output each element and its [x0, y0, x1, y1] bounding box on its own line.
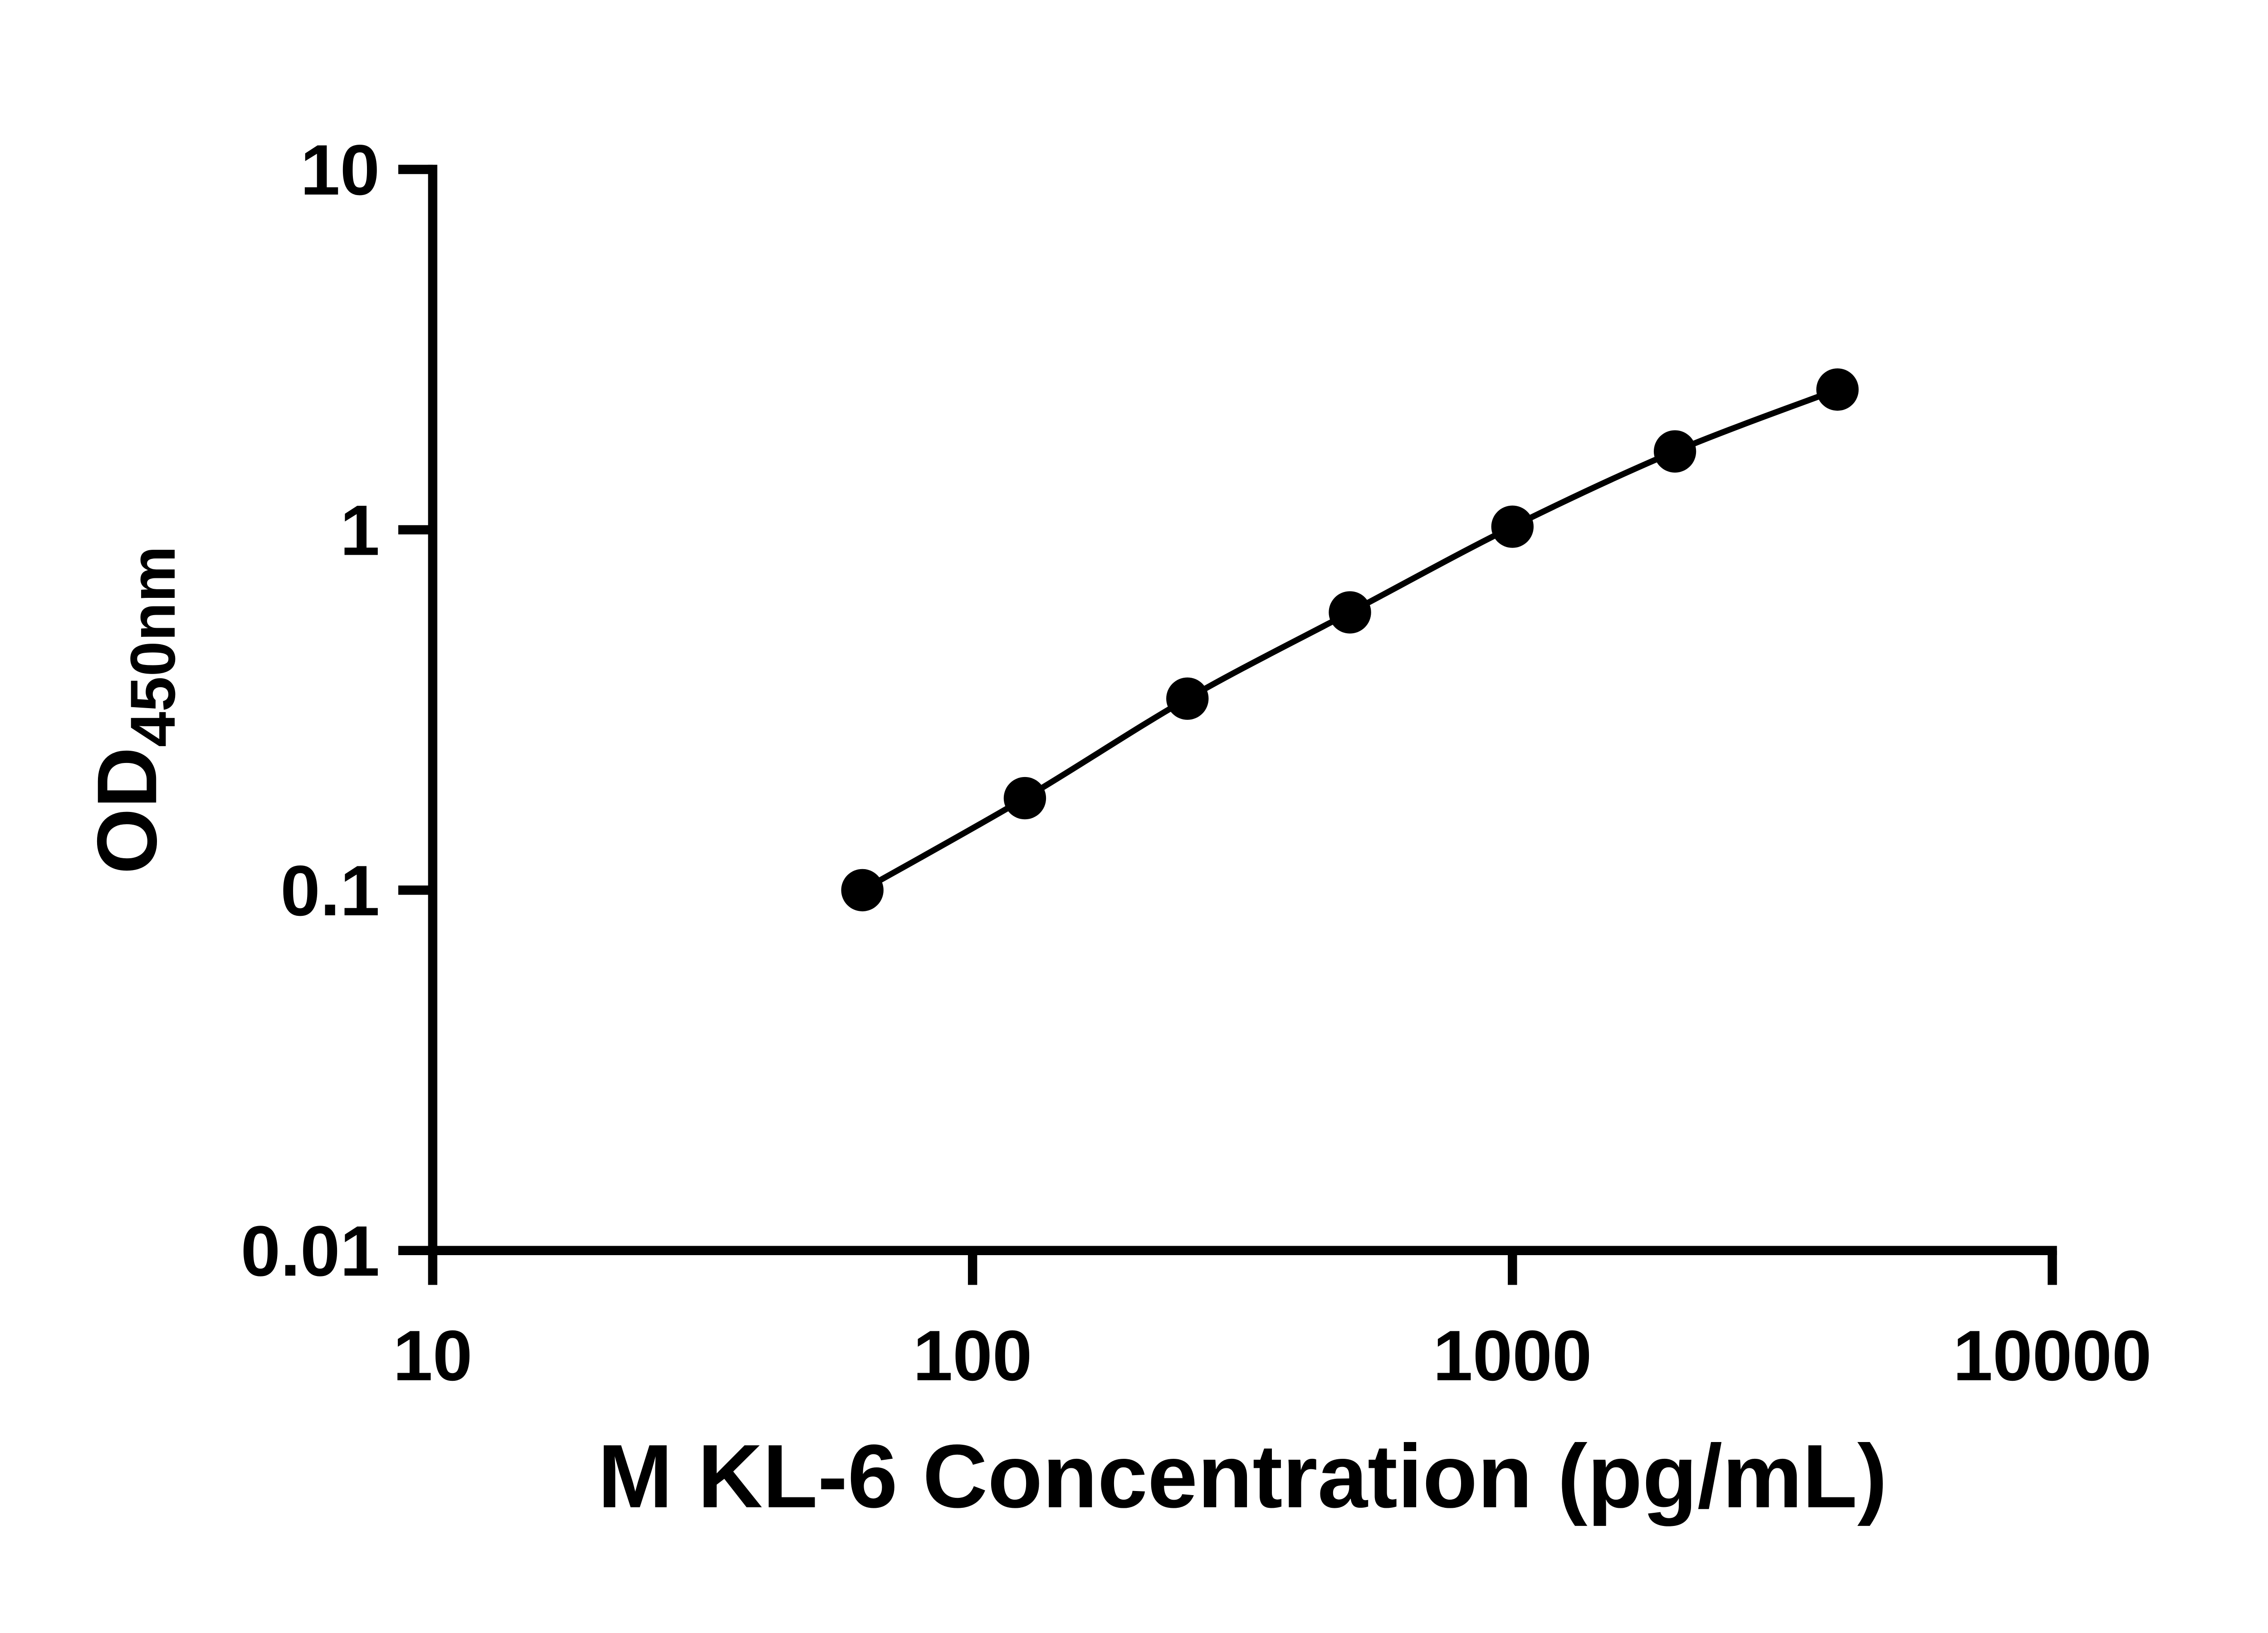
y-tick-label: 10	[300, 130, 380, 210]
y-axis-title-subscript: 450nm	[117, 546, 188, 747]
data-point	[1166, 677, 1209, 720]
y-axis-title-main: OD	[79, 747, 174, 874]
chart-background	[0, 22, 2268, 1611]
y-tick-label: 0.1	[280, 851, 380, 931]
x-axis-title: M KL-6 Concentration (pg/mL)	[598, 1426, 1887, 1527]
data-point	[1816, 368, 1859, 411]
data-point	[1003, 777, 1046, 820]
y-axis-title: OD450nm	[79, 546, 188, 874]
y-tick-label: 1	[340, 490, 380, 570]
data-point	[1653, 430, 1696, 473]
y-tick-label: 0.01	[241, 1211, 380, 1291]
data-point	[841, 869, 884, 912]
x-tick-label: 10000	[1953, 1316, 2151, 1396]
x-tick-label: 100	[913, 1316, 1032, 1396]
data-point	[1329, 591, 1371, 634]
x-tick-label: 1000	[1433, 1316, 1592, 1396]
x-tick-label: 10	[393, 1316, 472, 1396]
data-point	[1491, 505, 1534, 548]
